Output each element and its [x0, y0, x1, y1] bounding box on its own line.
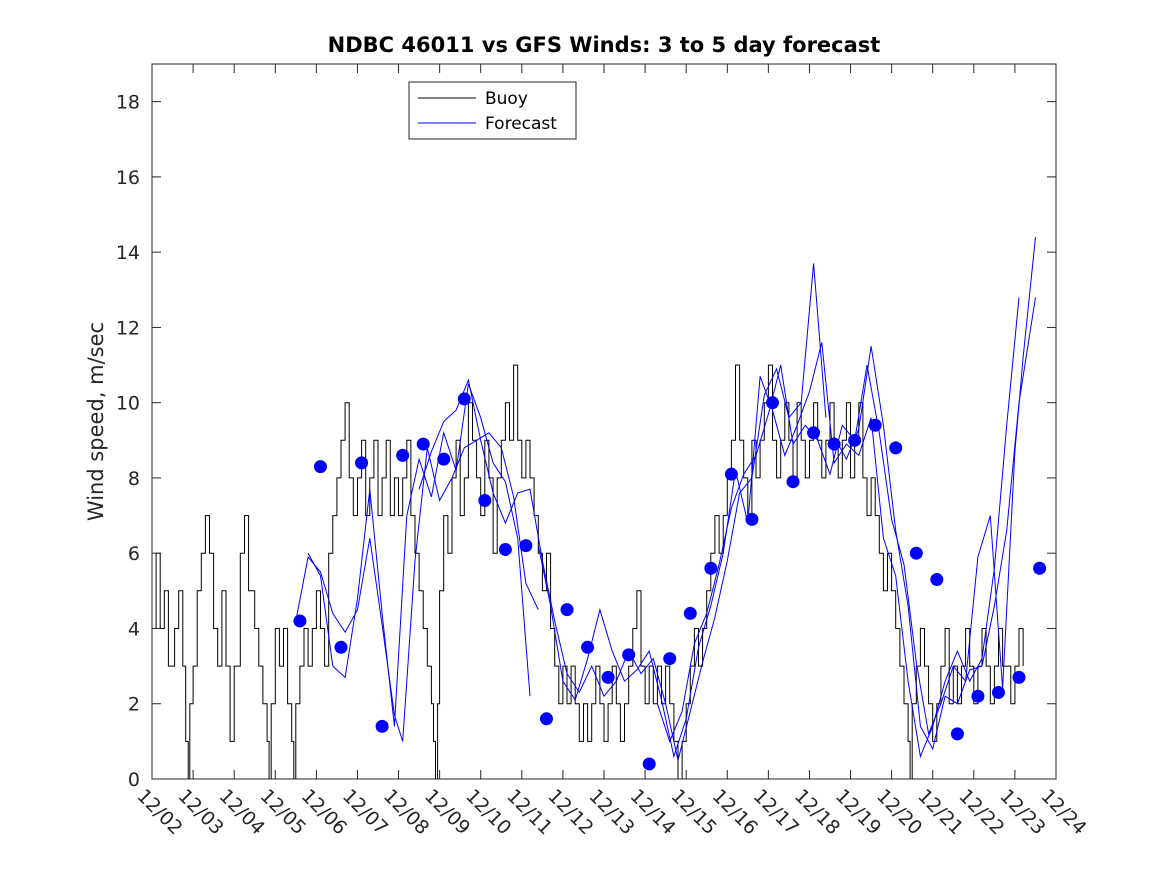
- y-tick-label: 14: [116, 242, 140, 264]
- forecast-marker-23: [745, 512, 759, 526]
- series-line-forecast-3: [418, 263, 827, 761]
- legend: Buoy Forecast: [408, 81, 577, 140]
- forecast-marker-36: [1012, 670, 1026, 684]
- series-line-forecast-6: [833, 297, 1036, 751]
- forecast-marker-18: [642, 757, 656, 771]
- y-tick-label: 8: [128, 468, 140, 490]
- forecast-marker-34: [971, 689, 985, 703]
- forecast-marker-27: [827, 437, 841, 451]
- forecast-marker-14: [560, 603, 574, 617]
- forecast-marker-5: [375, 719, 389, 733]
- series-line-forecast-5: [656, 237, 1036, 743]
- forecast-marker-7: [416, 437, 430, 451]
- legend-label-forecast: Forecast: [485, 114, 557, 134]
- forecast-marker-20: [683, 606, 697, 620]
- forecast-marker-30: [889, 441, 903, 455]
- forecast-marker-4: [355, 456, 369, 470]
- y-tick-label: 16: [116, 167, 140, 189]
- series-layer: [152, 237, 1036, 779]
- forecast-marker-33: [950, 727, 964, 741]
- forecast-marker-32: [930, 573, 944, 587]
- forecast-marker-2: [313, 460, 327, 474]
- forecast-marker-24: [765, 396, 779, 410]
- forecast-marker-6: [396, 448, 410, 462]
- forecast-marker-21: [704, 561, 718, 575]
- forecast-marker-13: [539, 712, 553, 726]
- y-tick-label: 12: [116, 317, 140, 339]
- series-line-forecast-1: [295, 432, 539, 742]
- forecast-marker-15: [581, 640, 595, 654]
- forecast-marker-35: [991, 685, 1005, 699]
- y-tick-label: 0: [128, 769, 140, 791]
- forecast-marker-17: [622, 648, 636, 662]
- chart-title: NDBC 46011 vs GFS Winds: 3 to 5 day fore…: [328, 33, 881, 57]
- forecast-marker-1: [293, 614, 307, 628]
- forecast-marker-12: [519, 539, 533, 553]
- y-axis-ticks: 0 2 4 6 8 10 12 14 16 18: [116, 92, 1056, 791]
- series-line-buoy: [152, 364, 1024, 779]
- y-tick-label: 18: [116, 92, 140, 114]
- y-tick-label: 6: [128, 543, 140, 565]
- forecast-marker-10: [478, 494, 492, 508]
- y-axis-label: Wind speed, m/sec: [84, 322, 108, 521]
- forecast-marker-22: [724, 467, 738, 481]
- forecast-marker-16: [601, 670, 615, 684]
- forecast-marker-25: [786, 475, 800, 489]
- y-tick-label: 4: [128, 618, 140, 640]
- forecast-marker-37: [1033, 561, 1047, 575]
- forecast-marker-3: [334, 640, 348, 654]
- forecast-marker-8: [437, 452, 451, 466]
- y-tick-label: 2: [128, 694, 140, 716]
- forecast-marker-26: [807, 426, 821, 440]
- legend-box: [408, 81, 577, 140]
- series-line-forecast-4: [537, 297, 1020, 759]
- forecast-marker-19: [663, 652, 677, 666]
- legend-label-buoy: Buoy: [485, 89, 528, 109]
- y-tick-label: 10: [116, 393, 140, 415]
- forecast-marker-11: [498, 542, 512, 556]
- series-line-forecast-2: [307, 383, 531, 727]
- forecast-markers: [293, 392, 1047, 771]
- forecast-marker-9: [457, 392, 471, 406]
- forecast-marker-31: [909, 546, 923, 560]
- forecast-marker-29: [868, 418, 882, 432]
- forecast-marker-28: [848, 433, 862, 447]
